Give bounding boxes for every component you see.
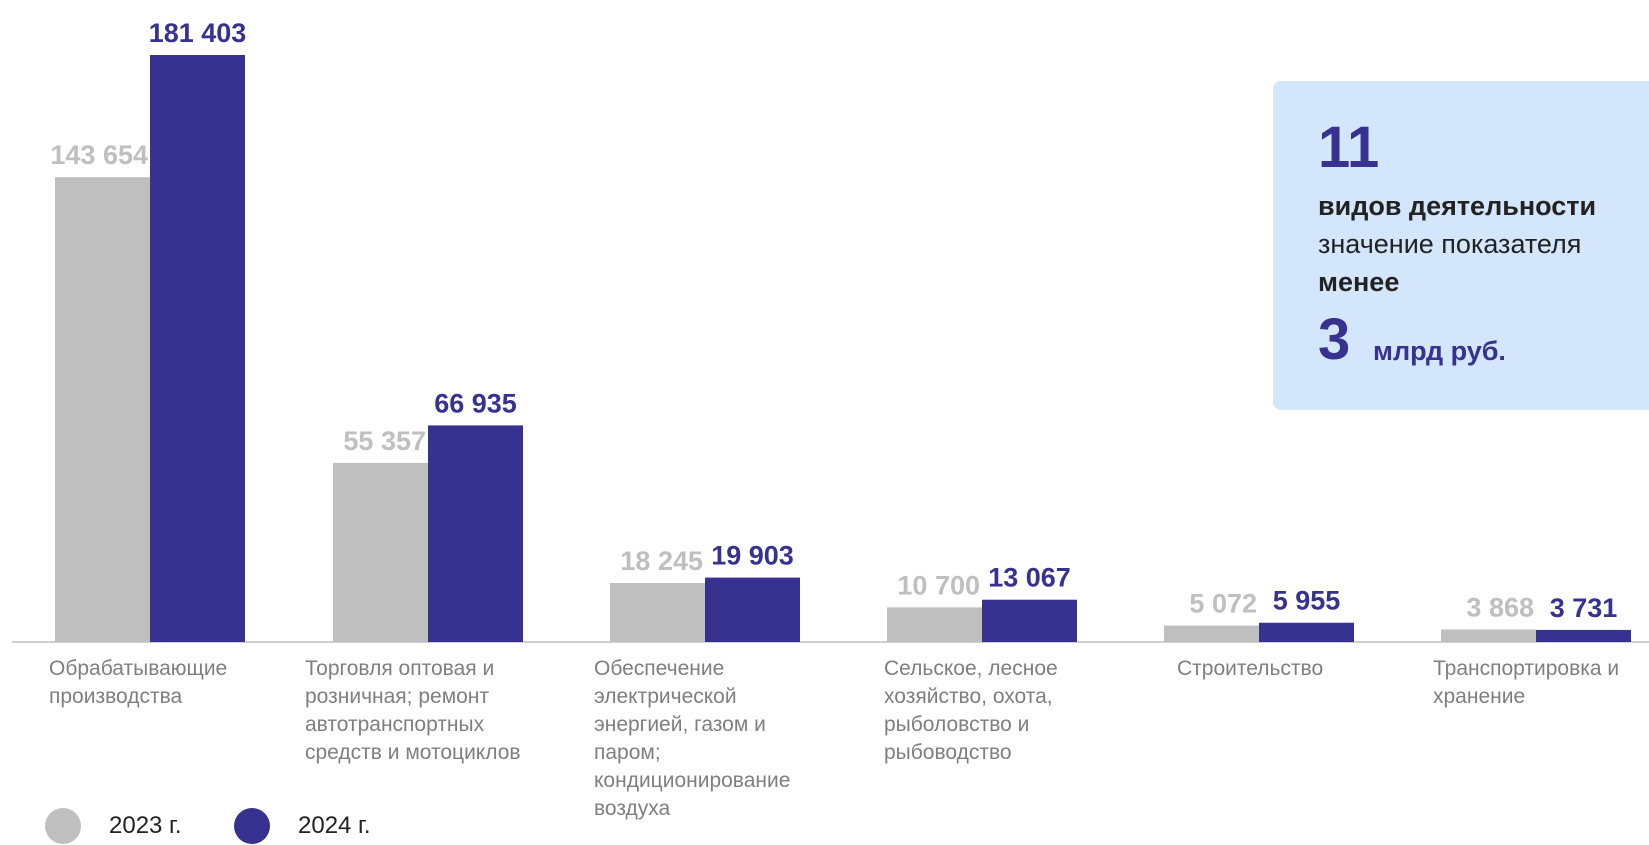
legend-marker-2024 bbox=[234, 808, 270, 844]
callout-line-activities: видов деятельности bbox=[1318, 191, 1597, 221]
category-label-energy: Обеспечение электрической энергией, газо… bbox=[594, 657, 791, 820]
bar-agriculture-2023 bbox=[887, 607, 982, 642]
category-label-transport: Транспортировка и хранение bbox=[1433, 657, 1620, 708]
data-label-transport-2024: 3 731 bbox=[1550, 593, 1618, 623]
data-label-agriculture-2024: 13 067 bbox=[988, 563, 1071, 593]
legend-item-2023: 2023 г. bbox=[45, 808, 182, 844]
callout-count: 11 bbox=[1318, 115, 1380, 180]
category-label-manufacturing: Обрабатывающие производства bbox=[49, 657, 228, 708]
legend-label-2024: 2024 г. bbox=[298, 812, 371, 839]
bar-transport-2023 bbox=[1441, 629, 1536, 642]
data-label-energy-2023: 18 245 bbox=[620, 546, 703, 576]
bar-agriculture-2024 bbox=[982, 599, 1077, 642]
bar-energy-2024 bbox=[705, 577, 800, 642]
bar-manufacturing-2023 bbox=[55, 177, 150, 642]
summary-callout: 11 видов деятельности значение показател… bbox=[1273, 81, 1649, 410]
data-label-construction-2023: 5 072 bbox=[1189, 589, 1257, 619]
legend-label-2023: 2023 г. bbox=[109, 812, 182, 839]
data-label-agriculture-2023: 10 700 bbox=[897, 570, 980, 600]
callout-line-indicator: значение показателя bbox=[1318, 229, 1582, 259]
bar-transport-2024 bbox=[1536, 629, 1631, 642]
bar-construction-2023 bbox=[1164, 625, 1259, 642]
bar-manufacturing-2024 bbox=[150, 55, 245, 642]
data-label-construction-2024: 5 955 bbox=[1273, 586, 1341, 616]
bar-construction-2024 bbox=[1259, 622, 1354, 642]
legend-marker-2023 bbox=[45, 808, 81, 844]
callout-line-less: менее bbox=[1318, 267, 1400, 297]
data-label-trade-2024: 66 935 bbox=[434, 388, 517, 418]
callout-unit: млрд руб. bbox=[1373, 336, 1506, 366]
category-label-trade: Торговля оптовая и розничная; ремонт авт… bbox=[305, 657, 521, 764]
legend-item-2024: 2024 г. bbox=[234, 808, 371, 844]
category-label-agriculture: Сельское, лесное хозяйство, охота, рыбол… bbox=[884, 657, 1058, 764]
data-label-energy-2024: 19 903 bbox=[711, 541, 794, 571]
data-label-trade-2023: 55 357 bbox=[343, 426, 426, 456]
bar-trade-2023 bbox=[333, 462, 428, 642]
bar-trade-2024 bbox=[428, 425, 523, 642]
category-label-construction: Строительство bbox=[1177, 657, 1324, 680]
data-label-transport-2023: 3 868 bbox=[1466, 592, 1534, 622]
bar-energy-2023 bbox=[610, 582, 705, 642]
callout-value: 3 bbox=[1318, 307, 1351, 372]
data-label-manufacturing-2023: 143 654 bbox=[50, 140, 148, 170]
data-label-manufacturing-2024: 181 403 bbox=[149, 18, 247, 48]
